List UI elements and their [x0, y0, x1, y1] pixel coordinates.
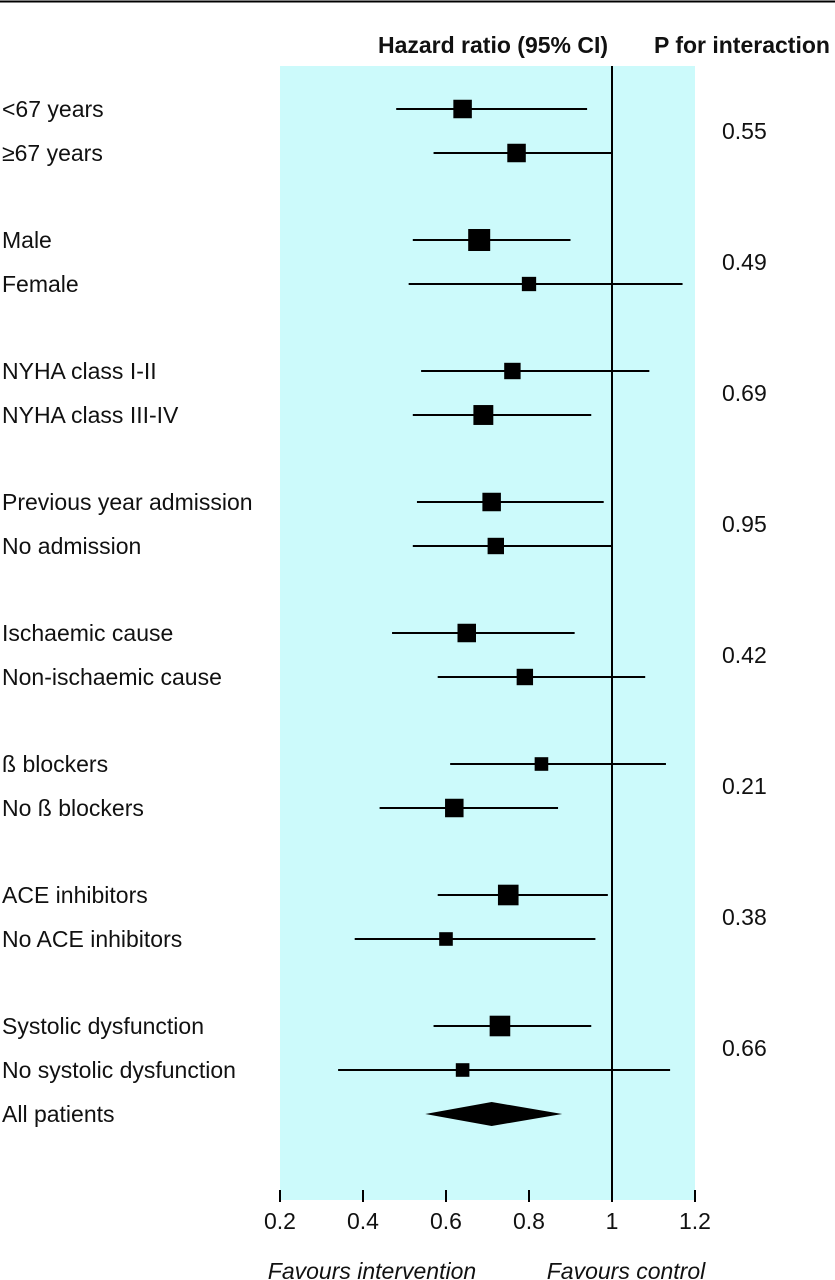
x-tick-label: 0.4: [347, 1208, 379, 1234]
row-label: Systolic dysfunction: [2, 1013, 204, 1039]
x-tick-label: 0.2: [264, 1208, 296, 1234]
header-p-interaction: P for interaction: [654, 32, 830, 58]
estimate-square: [457, 623, 476, 643]
estimate-square: [507, 143, 526, 163]
header-estimate: Hazard ratio (95% CI): [378, 32, 608, 58]
row-label: No admission: [2, 533, 141, 559]
row-label: No systolic dysfunction: [2, 1057, 236, 1083]
estimate-square: [473, 405, 494, 425]
row-label: No ß blockers: [2, 795, 144, 821]
row-label: NYHA class III-IV: [2, 402, 179, 428]
overall-label: All patients: [2, 1101, 115, 1127]
estimate-square: [497, 884, 519, 906]
estimate-square: [487, 537, 504, 555]
estimate-square: [482, 492, 501, 512]
p-interaction-value: 0.38: [722, 904, 767, 930]
row-label: NYHA class I-II: [2, 358, 157, 384]
estimate-square: [468, 229, 491, 251]
p-interaction-value: 0.21: [722, 773, 767, 799]
estimate-square: [489, 1015, 511, 1037]
row-label: Male: [2, 227, 52, 253]
estimate-square: [534, 757, 549, 771]
x-tick-label: 0.6: [430, 1208, 462, 1234]
estimate-square: [516, 668, 534, 686]
chart-marks: <67 years ≥67 years 0.55 Male Female 0.49 NYHA…: [2, 96, 767, 1234]
favours-intervention-label: Favours intervention: [268, 1258, 476, 1280]
estimate-square: [521, 276, 537, 292]
row-label: Ischaemic cause: [2, 620, 173, 646]
row-label: <67 years: [2, 96, 104, 122]
row-label: ß blockers: [2, 751, 108, 777]
estimate-square: [439, 932, 453, 946]
overall-diamond: [425, 1102, 563, 1126]
p-interaction-value: 0.55: [722, 118, 767, 144]
row-label: No ACE inhibitors: [2, 926, 182, 952]
estimate-square: [445, 798, 464, 818]
x-tick-label: 1.2: [679, 1208, 711, 1234]
estimate-square: [453, 99, 472, 119]
p-interaction-value: 0.69: [722, 380, 767, 406]
x-tick-label: 1: [606, 1208, 619, 1234]
favours-control-label: Favours control: [547, 1258, 706, 1280]
row-label: ACE inhibitors: [2, 882, 148, 908]
estimate-square: [455, 1063, 470, 1077]
p-interaction-value: 0.66: [722, 1035, 767, 1061]
p-interaction-value: 0.42: [722, 642, 767, 668]
row-label: ≥67 years: [2, 140, 103, 166]
row-label: Previous year admission: [2, 489, 253, 515]
p-interaction-value: 0.49: [722, 249, 767, 275]
x-tick-label: 0.8: [513, 1208, 545, 1234]
estimate-square: [504, 362, 521, 380]
p-interaction-value: 0.95: [722, 511, 767, 537]
row-label: Female: [2, 271, 79, 297]
row-label: Non-ischaemic cause: [2, 664, 222, 690]
